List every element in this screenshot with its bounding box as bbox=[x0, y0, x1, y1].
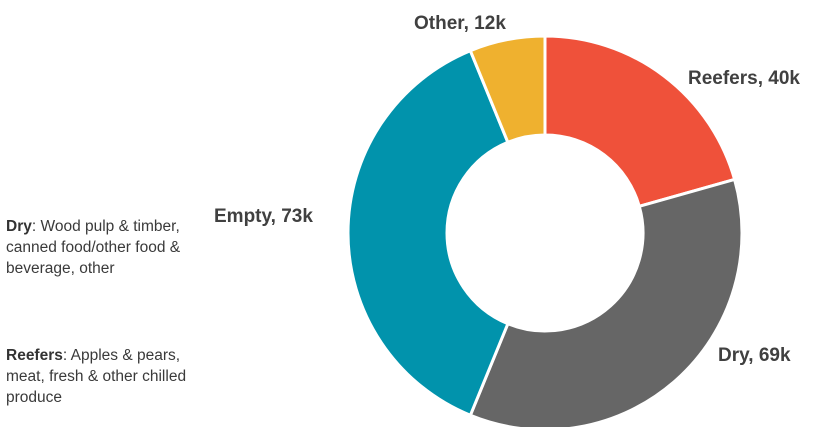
note-reefers-term: Reefers bbox=[6, 347, 63, 364]
note-reefers-text: : Apples & pears, meat, fresh & other ch… bbox=[6, 347, 187, 406]
note-dry-text: : Wood pulp & timber, canned food/other … bbox=[6, 218, 181, 277]
note-dry: Dry: Wood pulp & timber, canned food/oth… bbox=[6, 216, 206, 279]
slice-label-other: Other, 12k bbox=[414, 13, 506, 34]
slice-other bbox=[468, 34, 547, 144]
slice-label-reefers: Reefers, 40k bbox=[688, 68, 800, 89]
note-reefers: Reefers: Apples & pears, meat, fresh & o… bbox=[6, 345, 206, 408]
slice-label-empty: Empty, 73k bbox=[214, 206, 313, 227]
slice-empty bbox=[346, 49, 510, 417]
donut-slices bbox=[346, 34, 744, 427]
slice-label-dry: Dry, 69k bbox=[718, 345, 791, 366]
slice-reefers bbox=[543, 34, 737, 208]
slice-dry bbox=[468, 177, 744, 427]
note-dry-term: Dry bbox=[6, 218, 32, 235]
slice-labels: Reefers, 40k Dry, 69k Empty, 73k Other, … bbox=[214, 13, 800, 366]
